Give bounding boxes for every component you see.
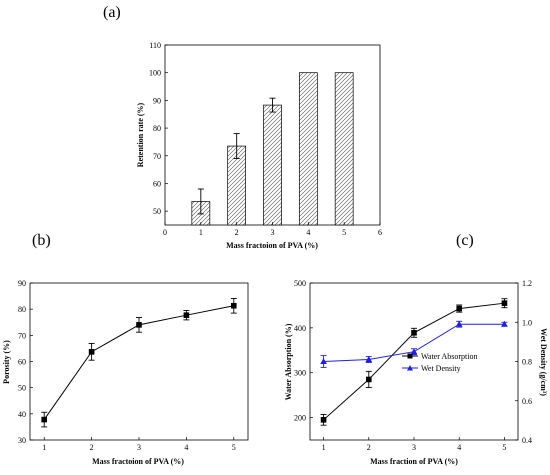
legend-marker-wet-density	[407, 365, 413, 371]
x-axis-label-a: Mass fractoion of PVA (%)	[226, 241, 318, 250]
data-point-wet-density-2	[365, 356, 373, 363]
data-point-wet-density-5	[501, 320, 508, 327]
y-axis-label-a: Retention rate (%)	[136, 102, 145, 167]
y-tick-label-left-c-200: 200	[294, 414, 306, 423]
x-tick-label-c-1: 1	[322, 443, 326, 452]
chart-panel-c: (c) 1 2 3 4 5 200 300 400 500 0.4 0.6 0.8 1.0 1.2 W…	[284, 232, 548, 466]
x-tick-label-a-6: 6	[378, 228, 382, 237]
x-tick-label-b-3: 3	[137, 443, 141, 452]
x-tick-label-c-5: 5	[502, 443, 506, 452]
y-tick-label-a-50: 50	[153, 207, 161, 216]
data-point-water-absorption-5	[501, 300, 508, 306]
y-tick-label-b-80: 80	[18, 305, 26, 314]
panel-label-a: (a)	[103, 4, 121, 21]
legend-marker-water-absorption	[407, 353, 413, 359]
x-tick-label-b-4: 4	[184, 443, 188, 452]
y-tick-label-right-c-1.0: 1.0	[522, 318, 532, 327]
data-point-b-5	[230, 302, 237, 309]
x-tick-label-c-4: 4	[457, 443, 461, 452]
y-axis-label-left-c: Water Absorption (%)	[284, 323, 293, 400]
y-tick-label-b-60: 60	[18, 358, 26, 367]
bar-5	[334, 72, 354, 226]
y-tick-label-a-80: 80	[153, 124, 161, 133]
data-point-b-2	[88, 349, 95, 355]
x-tick-label-b-1: 1	[42, 443, 46, 452]
y-axis-label-right-c: Wet Density (g/cm³)	[539, 328, 548, 396]
x-tick-label-b-5: 5	[232, 443, 236, 452]
x-tick-label-a-2: 2	[235, 228, 239, 237]
x-axis-label-b: Mass fractoion of PVA (%)	[92, 457, 184, 466]
data-point-wet-density-3	[410, 348, 418, 355]
y-axis-label-b: Porosity (%)	[2, 340, 11, 384]
series-line-water-absorption	[323, 302, 505, 421]
x-tick-label-a-0: 0	[163, 228, 167, 237]
x-tick-label-a-5: 5	[342, 228, 346, 237]
legend-label-wet-density: Wet Density	[421, 364, 461, 373]
data-point-water-absorption-3	[411, 329, 417, 336]
y-tick-label-right-c-0.6: 0.6	[522, 397, 532, 406]
y-tick-label-a-60: 60	[153, 179, 161, 188]
legend-label-water-absorption: Water Absorption	[421, 352, 477, 361]
plot-frame-b	[29, 282, 249, 441]
y-tick-label-right-c-0.8: 0.8	[522, 358, 532, 367]
data-point-wet-density-4	[455, 320, 463, 327]
y-tick-label-b-30: 30	[18, 436, 26, 445]
y-tick-label-b-90: 90	[18, 279, 26, 288]
x-tick-label-a-1: 1	[199, 228, 203, 237]
y-tick-label-b-40: 40	[18, 410, 26, 419]
bar-3	[263, 104, 282, 226]
plot-frame-c	[309, 282, 519, 441]
chart-panel-b: (b) 1 2 3 4 5 30 40 50 60 70 80 90 Mass fractoion …	[2, 232, 249, 466]
bar-4	[298, 72, 318, 226]
y-tick-label-b-50: 50	[18, 384, 26, 393]
y-tick-label-a-100: 100	[149, 69, 161, 78]
x-tick-label-c-2: 2	[367, 443, 371, 452]
x-tick-label-a-4: 4	[306, 228, 310, 237]
y-tick-label-left-c-500: 500	[294, 279, 306, 288]
x-tick-label-b-2: 2	[90, 443, 94, 452]
legend-c: Water Absorption Wet Density	[402, 352, 477, 373]
y-tick-label-a-110: 110	[149, 41, 161, 50]
panel-label-b: (b)	[32, 232, 51, 249]
y-tick-label-left-c-400: 400	[294, 324, 306, 333]
data-point-b-3	[136, 322, 142, 328]
data-point-water-absorption-1	[320, 417, 327, 423]
panel-label-c: (c)	[456, 232, 474, 249]
y-tick-label-a-90: 90	[153, 96, 161, 105]
y-tick-label-right-c-1.2: 1.2	[522, 279, 532, 288]
y-tick-label-left-c-300: 300	[294, 369, 306, 378]
data-point-b-1	[41, 416, 48, 423]
data-point-wet-density-1	[320, 358, 327, 364]
y-tick-label-a-70: 70	[153, 152, 161, 161]
data-point-b-4	[183, 312, 190, 318]
data-point-water-absorption-2	[365, 376, 372, 383]
data-point-water-absorption-4	[456, 305, 463, 312]
x-tick-label-c-3: 3	[412, 443, 416, 452]
x-tick-label-a-3: 3	[271, 228, 275, 237]
y-tick-label-right-c-0.4: 0.4	[522, 436, 532, 445]
chart-panel-a: (a) 0 1 2 3 4 5 6 50 60 70 80 90 100 110 Mass fracto…	[103, 4, 382, 250]
y-tick-label-b-70: 70	[18, 331, 26, 340]
x-axis-label-c: Mass fraction of PVA (%)	[370, 457, 458, 466]
